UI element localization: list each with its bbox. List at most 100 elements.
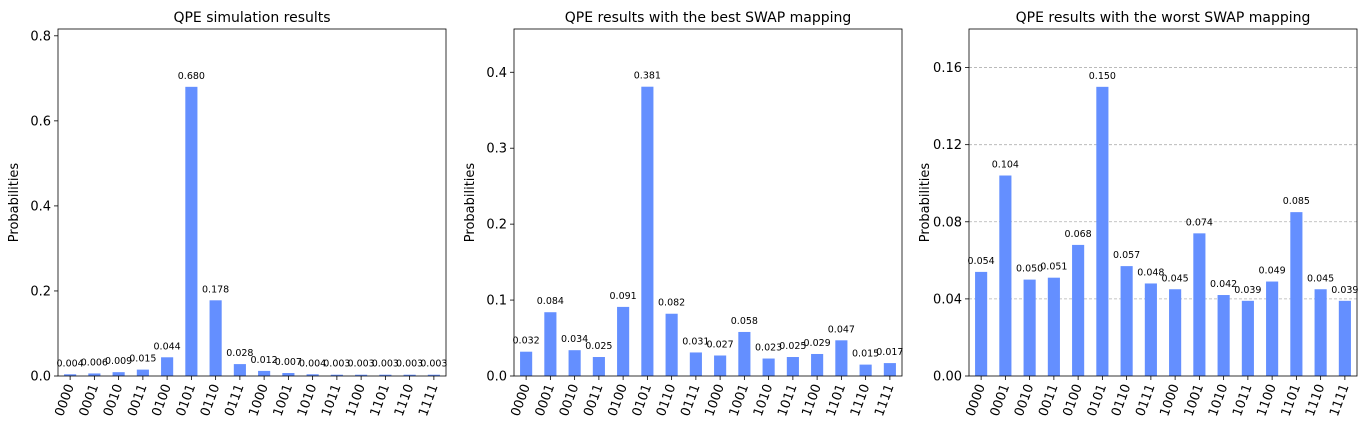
data-label: 0.054 <box>968 256 995 267</box>
bar-1001 <box>282 373 295 376</box>
data-label: 0.091 <box>610 291 637 302</box>
data-label: 0.047 <box>828 324 855 335</box>
bar-1110 <box>403 374 416 376</box>
y-tick-label: 0.0 <box>486 370 507 385</box>
data-label: 0.045 <box>1162 273 1189 284</box>
y-tick-label: 0.8 <box>30 29 51 44</box>
bar-1010 <box>1217 295 1230 376</box>
y-tick-label: 0.04 <box>933 292 962 307</box>
data-label: 0.004 <box>57 358 84 369</box>
bar-1100 <box>811 353 824 376</box>
bar-1100 <box>355 374 368 376</box>
y-tick-label: 0.3 <box>486 142 507 157</box>
x-tick-label: 1011 <box>775 382 800 418</box>
data-label: 0.023 <box>755 343 782 354</box>
data-label: 0.027 <box>707 339 734 350</box>
x-tick-label: 0111 <box>678 382 703 418</box>
data-label: 0.015 <box>129 354 156 365</box>
plot-frame <box>57 28 447 377</box>
chart-title: QPE results with the worst SWAP mapping <box>1016 10 1311 26</box>
x-tick-label: 1100 <box>343 382 368 418</box>
bar-0111 <box>1144 283 1157 376</box>
bar-1111 <box>883 363 896 376</box>
x-tick-label: 0010 <box>1012 382 1037 418</box>
bar-0101 <box>1096 86 1109 376</box>
bar-0000 <box>64 374 77 376</box>
x-tick-label: 0100 <box>1060 382 1085 418</box>
bar-1111 <box>1338 300 1351 376</box>
x-tick-label: 1011 <box>319 382 344 418</box>
bar-1110 <box>859 364 872 376</box>
chart-title: QPE results with the best SWAP mapping <box>565 10 852 26</box>
data-label: 0.058 <box>731 316 758 327</box>
data-label: 0.048 <box>1137 267 1164 278</box>
data-label: 0.029 <box>804 338 831 349</box>
bar-0001 <box>999 175 1012 376</box>
data-label: 0.104 <box>992 160 1019 171</box>
bar-1000 <box>714 355 727 376</box>
data-label: 0.003 <box>372 359 399 370</box>
x-tick-label: 0101 <box>1085 382 1110 418</box>
bar-1000 <box>258 370 271 376</box>
bar-1001 <box>1193 233 1206 376</box>
bar-0001 <box>88 373 101 376</box>
data-label: 0.039 <box>1234 285 1261 296</box>
data-label: 0.007 <box>275 357 302 368</box>
y-tick-label: 0.6 <box>30 114 51 129</box>
x-tick-label: 1001 <box>1182 382 1207 418</box>
x-tick-label: 0011 <box>125 382 150 418</box>
x-tick-label: 0000 <box>508 382 533 418</box>
data-label: 0.051 <box>1040 262 1067 273</box>
x-tick-label: 0100 <box>149 382 174 418</box>
data-label: 0.084 <box>537 296 564 307</box>
x-tick-label: 0101 <box>174 382 199 418</box>
bar-0110 <box>209 300 222 376</box>
y-axis-label: Probabilities <box>7 163 22 243</box>
x-tick-label: 1000 <box>702 382 727 418</box>
data-label: 0.034 <box>561 334 588 345</box>
data-label: 0.003 <box>323 359 350 370</box>
data-label: 0.680 <box>178 71 205 82</box>
y-tick-label: 0.2 <box>486 218 507 233</box>
bar-1011 <box>1241 300 1254 376</box>
x-tick-label: 0000 <box>963 382 988 418</box>
bar-0000 <box>520 351 533 376</box>
bar-0011 <box>136 369 149 376</box>
x-tick-label: 1101 <box>1279 382 1304 418</box>
x-tick-label: 0110 <box>198 382 223 418</box>
bar-1100 <box>1266 281 1279 376</box>
x-tick-label: 0110 <box>654 382 679 418</box>
x-tick-label: 1000 <box>246 382 271 418</box>
x-tick-label: 1111 <box>416 382 441 418</box>
chart-panel-1: 0.0040.0060.0090.0150.0440.6800.1780.028… <box>7 10 447 418</box>
bar-1101 <box>1290 212 1303 376</box>
data-label: 0.039 <box>1331 285 1358 296</box>
x-tick-label: 0011 <box>581 382 606 418</box>
data-label: 0.009 <box>105 356 132 367</box>
bar-1001 <box>738 331 751 376</box>
data-label: 0.012 <box>251 355 278 366</box>
y-axis-label: Probabilities <box>463 163 478 243</box>
data-label: 0.028 <box>226 348 253 359</box>
x-tick-label: 1100 <box>1254 382 1279 418</box>
y-tick-label: 0.0 <box>30 370 51 385</box>
bar-0100 <box>161 357 174 376</box>
x-tick-label: 0010 <box>557 382 582 418</box>
bar-1010 <box>306 374 319 376</box>
data-label: 0.057 <box>1113 250 1140 261</box>
x-tick-label: 0011 <box>1036 382 1061 418</box>
data-label: 0.032 <box>513 336 540 347</box>
x-tick-label: 1001 <box>727 382 752 418</box>
bar-0000 <box>975 271 988 376</box>
y-tick-label: 0.1 <box>486 294 507 309</box>
x-tick-label: 0110 <box>1109 382 1134 418</box>
x-tick-label: 0010 <box>101 382 126 418</box>
bar-0111 <box>233 364 246 376</box>
x-tick-label: 1011 <box>1230 382 1255 418</box>
x-tick-label: 1101 <box>368 382 393 418</box>
data-label: 0.031 <box>682 336 709 347</box>
data-label: 0.045 <box>1307 273 1334 284</box>
x-tick-label: 1001 <box>271 382 296 418</box>
bar-0110 <box>665 313 678 376</box>
